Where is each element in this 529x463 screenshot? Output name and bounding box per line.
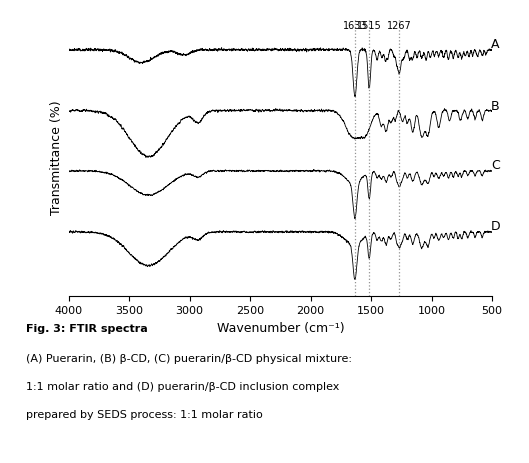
Text: 1515: 1515: [357, 20, 381, 31]
Text: 1267: 1267: [387, 20, 412, 31]
Text: C: C: [491, 159, 499, 172]
Y-axis label: Transmittance (%): Transmittance (%): [50, 100, 63, 215]
Text: D: D: [491, 220, 500, 233]
X-axis label: Wavenumber (cm⁻¹): Wavenumber (cm⁻¹): [216, 322, 344, 335]
Text: 1:1 molar ratio and (D) puerarin/β-CD inclusion complex: 1:1 molar ratio and (D) puerarin/β-CD in…: [26, 382, 340, 392]
Text: B: B: [491, 100, 499, 113]
Text: prepared by SEDS process: 1:1 molar ratio: prepared by SEDS process: 1:1 molar rati…: [26, 410, 263, 420]
Text: 1633: 1633: [343, 20, 367, 31]
Text: (A) Puerarin, (B) β-CD, (C) puerarin/β-CD physical mixture:: (A) Puerarin, (B) β-CD, (C) puerarin/β-C…: [26, 354, 352, 364]
Text: A: A: [491, 38, 499, 51]
Text: Fig. 3: FTIR spectra: Fig. 3: FTIR spectra: [26, 324, 148, 334]
